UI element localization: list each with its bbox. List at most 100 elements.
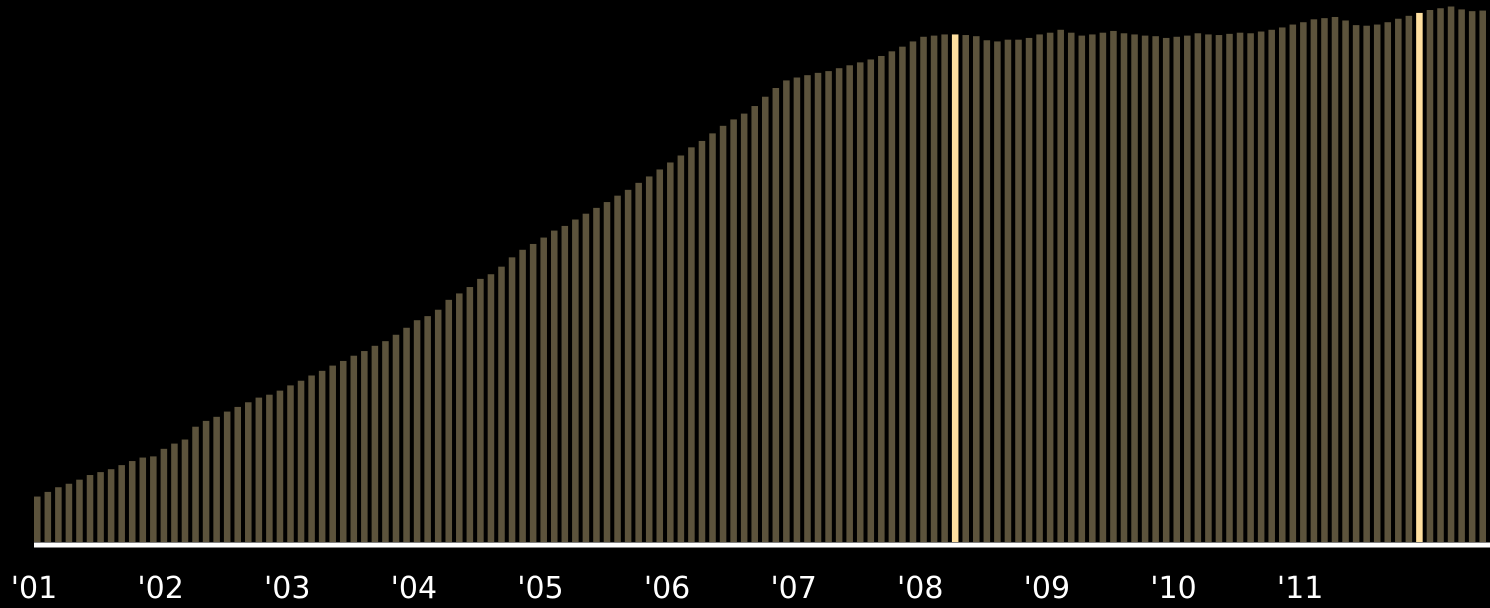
bar [804,75,811,543]
bar [814,72,822,543]
bar [614,195,621,542]
bar [1236,32,1244,542]
bar [382,341,389,542]
bar [202,420,210,542]
bar [1342,20,1349,543]
bar [487,274,495,542]
x-tick-label: '09 [1024,571,1070,606]
bar [783,80,790,543]
x-tick-label: '06 [644,571,690,606]
bar [339,360,347,542]
bar [403,327,410,542]
bar [128,461,136,542]
bar [856,62,864,542]
bar [65,483,73,542]
bar [308,375,315,542]
bar [86,475,94,542]
bar [171,443,178,542]
bar [709,133,716,542]
bar [1363,25,1370,542]
bar [645,176,653,542]
bar [994,41,1001,543]
highlighted-bar [951,34,959,542]
bar [846,65,853,542]
bar [1426,10,1434,542]
bar [350,355,358,542]
bar [1110,30,1117,542]
bar [1162,37,1170,542]
bar [192,426,199,542]
bar [1479,10,1486,542]
bar [508,257,516,542]
bar [424,316,431,542]
bar [825,71,832,543]
x-tick-label: '01 [11,571,57,606]
bar [1321,18,1328,542]
bar [667,162,674,543]
bar [1205,34,1212,542]
bar [1257,31,1265,543]
bar [1131,34,1138,542]
highlighted-bar [1416,12,1423,543]
bar [498,266,505,542]
bar [1384,22,1392,543]
bar [888,51,896,542]
bar [1173,36,1181,543]
bar [909,41,917,543]
bar [1015,39,1022,543]
bar [762,96,769,542]
bar [930,35,938,543]
bar [361,351,368,542]
bar [540,237,547,542]
bar [1289,24,1297,543]
bar [118,465,125,542]
bar [1226,33,1233,543]
bar [1352,25,1360,542]
x-tick-labels: '01 '02 '03 '04 '05 '06 '07 '08 '09 '10 '11 [11,571,1324,606]
bar [287,385,294,542]
bar [751,106,758,542]
bars-group [34,6,1486,543]
bar [1004,39,1012,543]
bar [1141,35,1149,543]
bar [582,213,590,542]
bar [1099,32,1107,542]
bar [1057,29,1064,543]
bar [329,365,336,542]
bar [139,457,147,542]
bar [561,225,569,543]
bar [477,278,484,542]
bar [55,487,62,542]
bar [529,243,537,542]
bar [1331,16,1339,543]
bar [1268,29,1275,543]
bar [245,402,252,542]
bar [1437,8,1444,542]
bar [1046,32,1054,542]
bar [550,230,558,542]
bar [899,46,906,543]
bar [772,87,780,543]
bar [234,406,241,542]
bar [413,320,421,542]
bar [1458,9,1465,543]
bar [1278,27,1286,542]
x-tick-label: '02 [137,571,183,606]
bar [1036,34,1043,542]
bar [371,345,379,542]
bar [1405,15,1413,542]
bar [456,293,463,542]
bar [1300,22,1307,543]
bar [1120,33,1128,542]
bar [983,40,991,542]
bar [44,491,52,542]
bar [318,370,326,542]
bar [740,113,748,542]
bar [1310,19,1318,543]
bar [223,411,231,542]
bar [1067,32,1075,542]
bar [392,334,400,542]
bar [698,140,706,542]
bar [719,125,727,542]
bar [593,207,600,542]
